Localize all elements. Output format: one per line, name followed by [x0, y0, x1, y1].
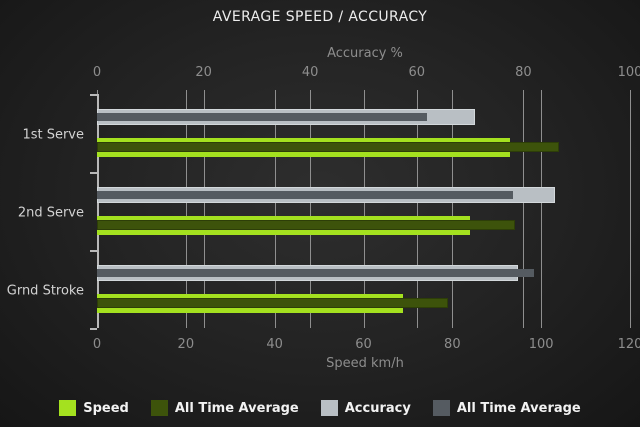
speed-gridline: [274, 90, 276, 328]
accuracy-gridline: [310, 90, 312, 328]
accuracy-all-time-bar: [97, 190, 513, 199]
chart-legend: Speed All Time Average Accuracy All Time Av…: [0, 396, 640, 420]
accuracy-axis-tick-label: 80: [515, 65, 532, 80]
accuracy-axis-tick-label: 100: [617, 65, 640, 80]
accuracy-all-time-bar: [97, 268, 535, 277]
accuracy-gridline: [523, 90, 525, 328]
legend-swatch: [150, 400, 168, 416]
speed-axis-tick-label: 100: [528, 337, 554, 352]
accuracy-axis-tick-label: 40: [301, 65, 319, 80]
speed-gridline: [185, 90, 187, 328]
legend-item: Accuracy: [320, 400, 411, 416]
accuracy-axis-title: Accuracy %: [327, 46, 403, 61]
category-label: 2nd Serve: [17, 205, 84, 220]
category-boundary-tick: [90, 328, 97, 330]
legend-swatch: [432, 400, 450, 416]
category-axis-line: [97, 94, 99, 328]
accuracy-gridline: [203, 90, 205, 328]
chart-title: AVERAGE SPEED / ACCURACY: [212, 9, 428, 25]
legend-swatch: [320, 400, 338, 416]
legend-item: Speed: [59, 400, 129, 416]
speed-axis-tick-label: 80: [444, 337, 461, 352]
accuracy-axis-tick-label: 20: [195, 65, 212, 80]
legend-item: All Time Average: [150, 400, 299, 416]
speed-gridline: [363, 90, 365, 328]
accuracy-axis-tick-label: 0: [92, 65, 102, 80]
legend-swatch: [59, 400, 77, 416]
speed-all-time-bar: [97, 142, 559, 152]
speed-axis-tick-label: 20: [177, 337, 195, 352]
legend-label: All Time Average: [456, 400, 581, 416]
category-label: Grnd Stroke: [6, 283, 84, 298]
speed-gridline: [541, 90, 543, 328]
accuracy-gridline: [416, 90, 418, 328]
speed-all-time-bar: [97, 220, 515, 230]
accuracy-axis-tick-label: 60: [408, 65, 426, 80]
category-boundary-tick: [90, 94, 97, 96]
accuracy-all-time-bar: [97, 112, 428, 121]
speed-all-time-bar: [97, 298, 448, 308]
legend-label: Speed: [83, 400, 129, 416]
legend-label: All Time Average: [174, 400, 299, 416]
speed-axis-tick-label: 0: [92, 337, 102, 352]
speed-axis-tick-label: 40: [266, 337, 283, 352]
category-label: 1st Serve: [22, 127, 84, 142]
speed-gridline: [630, 90, 631, 328]
legend-item: All Time Average: [432, 400, 581, 416]
legend-label: Accuracy: [344, 400, 411, 416]
speed-axis-tick-label: 120: [617, 337, 640, 352]
speed-axis-title: Speed km/h: [326, 356, 404, 371]
category-boundary-tick: [90, 250, 97, 252]
speed-axis-tick-label: 60: [355, 337, 372, 352]
category-boundary-tick: [90, 172, 97, 174]
speed-gridline: [452, 90, 454, 328]
